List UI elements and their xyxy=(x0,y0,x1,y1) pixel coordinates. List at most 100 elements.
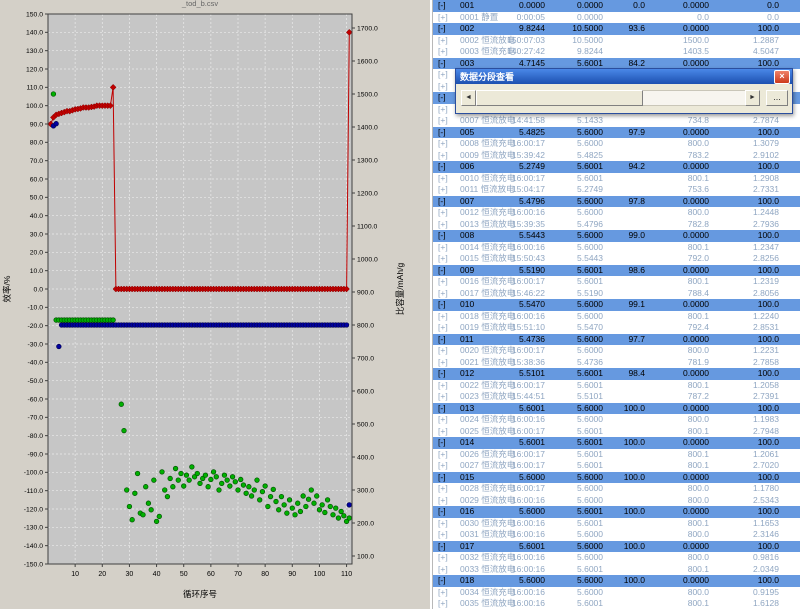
expand-toggle[interactable]: [+] xyxy=(438,586,448,597)
expand-toggle[interactable]: [+] xyxy=(438,414,448,424)
expand-toggle[interactable]: [+] xyxy=(438,552,448,562)
expand-toggle[interactable]: [+] xyxy=(438,356,448,367)
close-icon[interactable]: × xyxy=(774,70,790,84)
expand-toggle[interactable]: [+] xyxy=(438,207,448,217)
scrollbar-track[interactable] xyxy=(476,90,745,106)
expand-toggle[interactable]: [+] xyxy=(438,287,448,298)
table-row[interactable]: [+] 0008 恒流充电 16:00:17 5.6000 800.0 1.3079 xyxy=(433,138,800,150)
table-row[interactable]: [+] 0015 恒流放电 15:50:43 5.5443 792.0 2.8256 xyxy=(433,253,800,265)
table-row[interactable]: [-] 001 0.0000 0.0000 0.0 0.0000 0.0 xyxy=(433,0,800,12)
table-row[interactable]: [+] 0016 恒流充电 16:00:17 5.6001 800.1 1.2319 xyxy=(433,276,800,288)
expand-toggle[interactable]: [+] xyxy=(438,448,448,459)
expand-toggle[interactable]: [-] xyxy=(438,0,446,10)
expand-toggle[interactable]: [-] xyxy=(438,471,446,482)
expand-toggle[interactable]: [+] xyxy=(438,529,448,539)
expand-toggle[interactable]: [+] xyxy=(438,460,448,470)
expand-toggle[interactable]: [+] xyxy=(438,598,448,608)
scroll-right-arrow-icon[interactable]: ► xyxy=(745,90,760,106)
expand-toggle[interactable]: [-] xyxy=(438,230,446,240)
expand-toggle[interactable]: [-] xyxy=(438,264,446,275)
expand-toggle[interactable]: [+] xyxy=(438,11,448,22)
table-row[interactable]: [-] 008 5.5443 5.6000 99.0 0.0000 100.0 xyxy=(433,230,800,242)
expand-toggle[interactable]: [+] xyxy=(438,115,448,125)
expand-toggle[interactable]: [-] xyxy=(438,506,446,516)
more-button[interactable]: ... xyxy=(766,90,788,106)
table-row[interactable]: [+] 0027 恒流放电 16:00:17 5.6001 800.1 2.7020 xyxy=(433,460,800,472)
expand-toggle[interactable]: [+] xyxy=(438,563,448,574)
expand-toggle[interactable]: [+] xyxy=(438,379,448,390)
table-row[interactable]: [-] 009 5.5190 5.6001 98.6 0.0000 100.0 xyxy=(433,264,800,276)
table-row[interactable]: [+] 0011 恒流放电 15:04:17 5.2749 753.6 2.7331 xyxy=(433,184,800,196)
table-row[interactable]: [+] 0001 静置 0:00:05 0.0000 0.0 0.0 xyxy=(433,11,800,23)
table-row[interactable]: [+] 0033 恒流放电 16:00:16 5.6001 800.1 2.0349 xyxy=(433,563,800,575)
table-row[interactable]: [-] 010 5.5470 5.6000 99.1 0.0000 100.0 xyxy=(433,299,800,311)
table-row[interactable]: [+] 0034 恒流充电 16:00:16 5.6000 800.0 0.9195 xyxy=(433,586,800,598)
table-row[interactable]: [+] 0024 恒流充电 16:00:16 5.6000 800.0 1.1983 xyxy=(433,414,800,426)
table-row[interactable]: [+] 0032 恒流充电 16:00:16 5.6000 800.0 0.9816 xyxy=(433,552,800,564)
expand-toggle[interactable]: [+] xyxy=(438,276,448,286)
scrollbar-thumb[interactable] xyxy=(476,90,643,106)
expand-toggle[interactable]: [-] xyxy=(438,92,446,102)
expand-toggle[interactable]: [+] xyxy=(438,241,448,252)
expand-toggle[interactable]: [-] xyxy=(438,57,446,68)
table-row[interactable]: [+] 0014 恒流充电 16:00:16 5.6000 800.1 1.2347 xyxy=(433,241,800,253)
expand-toggle[interactable]: [+] xyxy=(438,517,448,528)
table-row[interactable]: [-] 002 9.8244 10.5000 93.6 0.0000 100.0 xyxy=(433,23,800,35)
expand-toggle[interactable]: [-] xyxy=(438,299,446,309)
expand-toggle[interactable]: [+] xyxy=(438,80,448,91)
table-row[interactable]: [+] 0035 恒流放电 16:00:16 5.6001 800.1 1.6128 xyxy=(433,598,800,609)
expand-toggle[interactable]: [-] xyxy=(438,161,446,171)
table-row[interactable]: [+] 0012 恒流充电 16:00:16 5.6000 800.0 1.2448 xyxy=(433,207,800,219)
table-row[interactable]: [+] 0029 恒流放电 16:00:16 5.6000 800.0 2.5343 xyxy=(433,494,800,506)
expand-toggle[interactable]: [+] xyxy=(438,322,448,332)
expand-toggle[interactable]: [-] xyxy=(438,540,446,551)
expand-toggle[interactable]: [+] xyxy=(438,253,448,263)
table-row[interactable]: [-] 015 5.6000 5.6000 100.0 0.0000 100.0 xyxy=(433,471,800,483)
expand-toggle[interactable]: [-] xyxy=(438,126,446,137)
expand-toggle[interactable]: [+] xyxy=(438,46,448,56)
table-row[interactable]: [-] 017 5.6001 5.6000 100.0 0.0000 100.0 xyxy=(433,540,800,552)
table-row[interactable]: [-] 014 5.6001 5.6001 100.0 0.0000 100.0 xyxy=(433,437,800,449)
table-row[interactable]: [-] 005 5.4825 5.6000 97.9 0.0000 100.0 xyxy=(433,126,800,138)
scroll-left-arrow-icon[interactable]: ◄ xyxy=(461,90,476,106)
table-row[interactable]: [+] 0003 恒流充电 140:27:42 9.8244 1403.5 4.5047 xyxy=(433,46,800,58)
table-row[interactable]: [-] 016 5.6000 5.6001 100.0 0.0000 100.0 xyxy=(433,506,800,518)
expand-toggle[interactable]: [+] xyxy=(438,483,448,493)
table-row[interactable]: [-] 007 5.4796 5.6000 97.8 0.0000 100.0 xyxy=(433,195,800,207)
table-row[interactable]: [+] 0026 恒流充电 16:00:17 5.6001 800.1 1.2061 xyxy=(433,448,800,460)
table-row[interactable]: [-] 018 5.6000 5.6000 100.0 0.0000 100.0 xyxy=(433,575,800,587)
table-row[interactable]: [+] 0010 恒流充电 16:00:17 5.6001 800.1 1.2908 xyxy=(433,172,800,184)
table-row[interactable]: [+] 0022 恒流充电 16:00:17 5.6001 800.1 1.2058 xyxy=(433,379,800,391)
expand-toggle[interactable]: [-] xyxy=(438,402,446,413)
expand-toggle[interactable]: [+] xyxy=(438,34,448,45)
expand-toggle[interactable]: [-] xyxy=(438,368,446,378)
expand-toggle[interactable]: [+] xyxy=(438,184,448,194)
expand-toggle[interactable]: [+] xyxy=(438,310,448,321)
table-row[interactable]: [+] 0009 恒流放电 15:39:42 5.4825 783.2 2.9102 xyxy=(433,149,800,161)
expand-toggle[interactable]: [-] xyxy=(438,575,446,585)
table-row[interactable]: [-] 003 4.7145 5.6001 84.2 0.0000 100.0 xyxy=(433,57,800,69)
expand-toggle[interactable]: [-] xyxy=(438,437,446,447)
expand-toggle[interactable]: [+] xyxy=(438,218,448,229)
expand-toggle[interactable]: [+] xyxy=(438,69,448,79)
table-row[interactable]: [-] 012 5.5101 5.6001 98.4 0.0000 100.0 xyxy=(433,368,800,380)
table-row[interactable]: [-] 006 5.2749 5.6001 94.2 0.0000 100.0 xyxy=(433,161,800,173)
expand-toggle[interactable]: [-] xyxy=(438,195,446,206)
expand-toggle[interactable]: [+] xyxy=(438,138,448,148)
expand-toggle[interactable]: [-] xyxy=(438,23,446,33)
segment-view-dialog[interactable]: 数据分段查看 × ◄ ► ... xyxy=(455,68,793,114)
horizontal-scrollbar[interactable]: ◄ ► xyxy=(461,90,760,106)
table-row[interactable]: [+] 0031 恒流放电 16:00:16 5.6000 800.0 2.3146 xyxy=(433,529,800,541)
table-row[interactable]: [+] 0018 恒流充电 16:00:16 5.6000 800.1 1.2240 xyxy=(433,310,800,322)
expand-toggle[interactable]: [+] xyxy=(438,391,448,401)
table-row[interactable]: [+] 0017 恒流放电 15:46:22 5.5190 788.4 2.8056 xyxy=(433,287,800,299)
expand-toggle[interactable]: [-] xyxy=(438,333,446,344)
table-row[interactable]: [+] 0023 恒流放电 15:44:51 5.5101 787.2 2.7391 xyxy=(433,391,800,403)
table-row[interactable]: [+] 0007 恒流放电 14:41:58 5.1433 734.8 2.7874 xyxy=(433,115,800,127)
dialog-titlebar[interactable]: 数据分段查看 × xyxy=(456,69,792,84)
expand-toggle[interactable]: [+] xyxy=(438,103,448,114)
table-row[interactable]: [+] 0021 恒流放电 15:38:36 5.4736 781.9 2.7858 xyxy=(433,356,800,368)
expand-toggle[interactable]: [+] xyxy=(438,149,448,160)
table-row[interactable]: [+] 0002 恒流放电 150:07:03 10.5000 1500.0 1.2887 xyxy=(433,34,800,46)
expand-toggle[interactable]: [+] xyxy=(438,425,448,436)
